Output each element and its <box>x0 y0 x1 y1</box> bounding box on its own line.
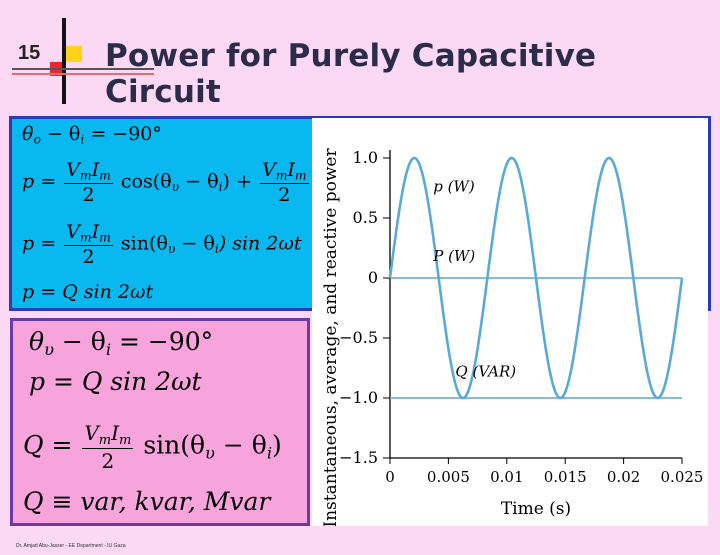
instantaneous-power-label: p (W) <box>433 178 475 196</box>
power-chart-panel: 1.0 0.5 0 −0.5 −1.0 −1.5 0 0.005 0.01 0.015 0.02 0.… <box>312 118 708 528</box>
pink-q-equation: Q = VmIm 2 sin(θυ − θi) <box>23 421 282 473</box>
x-tick-label: 0.015 <box>544 468 587 486</box>
slide-number: 15 <box>18 42 41 64</box>
power-sin-equation: p = VmIm 2 sin(θυ − θi) sin 2ωt <box>22 221 302 268</box>
yellow-deco-square <box>66 46 82 62</box>
x-tick-label: 0.02 <box>607 468 640 486</box>
horizontal-deco-line-red <box>12 73 154 75</box>
pink-phase-equation: θυ − θi = −90° <box>29 327 214 359</box>
instantaneous-power-curve <box>388 156 684 400</box>
pink-power-equation: p = Q sin 2ωt <box>29 367 202 396</box>
reactive-power-label: Q (VAR) <box>455 362 516 380</box>
footer-text: Dr. Amjad Abu-Jasser - EE Department - I… <box>16 543 126 549</box>
x-axis-label: Time (s) <box>501 499 571 519</box>
pink-units-equation: Q ≡ var, kvar, Mvar <box>23 487 271 516</box>
y-tick-label: −1.0 <box>339 388 378 407</box>
x-tick-label: 0 <box>385 468 395 486</box>
average-power-label: P (W) <box>432 247 475 265</box>
y-tick-label: −1.5 <box>339 448 378 467</box>
horizontal-deco-line <box>12 68 154 70</box>
x-tick-label: 0.005 <box>427 468 470 486</box>
vertical-deco-line <box>62 18 66 104</box>
slide-title: Power for Purely Capacitive Circuit <box>105 38 597 110</box>
y-tick-label: 0 <box>368 268 378 287</box>
y-tick-label: 0.5 <box>353 208 378 227</box>
phase-equation: θo − θi = −90° <box>22 123 162 147</box>
y-tick-label: −0.5 <box>339 328 378 347</box>
x-tick-label: 0.01 <box>490 468 523 486</box>
power-chart: 1.0 0.5 0 −0.5 −1.0 −1.5 0 0.005 0.01 0.015 0.02 0.… <box>321 148 704 528</box>
y-axis-label: Instantaneous, average, and reactive pow… <box>321 148 341 526</box>
pink-equation-box: θυ − θi = −90° p = Q sin 2ωt Q = VmIm 2 s… <box>10 318 310 526</box>
power-q-equation: p = Q sin 2ωt <box>22 281 154 303</box>
x-tick-label: 0.025 <box>661 468 704 486</box>
y-tick-label: 1.0 <box>353 148 378 167</box>
